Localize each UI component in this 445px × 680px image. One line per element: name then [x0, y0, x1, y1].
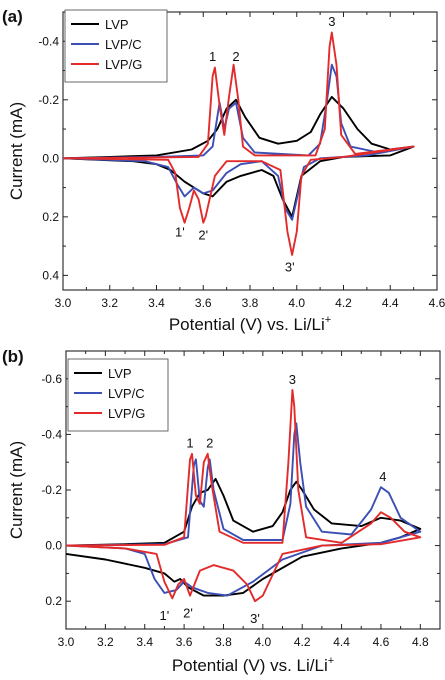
y-tick-label: -0.4: [41, 427, 62, 441]
y-tick-label: -0.2: [41, 483, 62, 497]
peak-label: 3: [328, 14, 335, 29]
series-group: [66, 388, 422, 603]
x-tick-label: 3.6: [195, 296, 212, 310]
series-line-lvp: [66, 477, 422, 597]
panel-label: (b): [2, 347, 24, 366]
x-tick-label: 3.4: [136, 635, 153, 649]
x-tick-label: 4.4: [382, 296, 399, 310]
peak-label: 4: [379, 469, 386, 484]
y-axis-label: Current (mA): [7, 102, 26, 200]
y-tick-label: 0.2: [45, 594, 62, 608]
legend-label: LVP/C: [105, 37, 142, 52]
x-tick-label: 4.2: [294, 635, 311, 649]
legend-box: [64, 9, 168, 83]
peak-label: 2: [232, 49, 239, 64]
x-axis-label: Potential (V) vs. Li/Li+: [169, 314, 331, 334]
peak-label: 1': [160, 608, 170, 623]
legend-label: LVP: [105, 17, 129, 32]
peak-label: 1: [209, 49, 216, 64]
series-line-lvp-c: [66, 422, 422, 597]
x-tick-label: 4.0: [254, 635, 271, 649]
x-tick-label: 3.6: [176, 635, 193, 649]
x-tick-label: 4.2: [335, 296, 352, 310]
peak-label: 1: [186, 436, 193, 451]
x-tick-label: 4.6: [373, 635, 390, 649]
peak-label: 2: [206, 436, 213, 451]
y-tick-label: 0.0: [42, 151, 59, 165]
x-axis-label: Potential (V) vs. Li/Li+: [172, 655, 334, 675]
x-tick-label: 3.4: [148, 296, 165, 310]
panel-label: (a): [2, 7, 23, 26]
y-tick-label: 0.4: [42, 268, 59, 282]
x-tick-label: 4.8: [412, 635, 429, 649]
legend-label: LVP/C: [108, 386, 145, 401]
peak-label: 2': [183, 605, 193, 620]
chart-panel-b: (b) 3.0 3.2 3.4 3.6 3.8 4.0 4.2 4.4 4.6 4.8 -0.6 -0.…: [2, 347, 441, 675]
y-tick-label: 0.0: [45, 539, 62, 553]
x-tick-label: 3.8: [242, 296, 259, 310]
peak-label: 3: [289, 372, 296, 387]
x-tick-label: 3.2: [97, 635, 114, 649]
series-line-lvp-g: [63, 31, 415, 256]
chart-panel-a: (a) 3.0 3.2 3.4 3.6 3.8 4.0 4.2 4.4 4.6 -0.4 -0.2 0.…: [2, 7, 445, 334]
x-axis-label-sup: +: [325, 314, 331, 326]
x-tick-label: 4.4: [333, 635, 350, 649]
x-tick-label: 3.8: [215, 635, 232, 649]
x-tick-label: 4.6: [429, 296, 445, 310]
x-tick-label: 3.2: [101, 296, 118, 310]
y-tick-label: -0.6: [41, 372, 62, 386]
x-tick-label: 4.0: [288, 296, 305, 310]
y-tick-label: -0.4: [38, 34, 59, 48]
series-group: [63, 31, 415, 256]
x-tick-label: 3.0: [58, 635, 75, 649]
legend-box: [67, 358, 169, 432]
series-line-lvp-g: [66, 388, 422, 603]
legend-label: LVP/G: [108, 406, 145, 421]
peak-label: 1': [175, 224, 185, 239]
legend-label: LVP: [108, 366, 132, 381]
x-tick-label: 3.0: [55, 296, 72, 310]
y-axis-label: Current (mA): [7, 441, 26, 539]
y-tick-label: -0.2: [38, 93, 59, 107]
legend-label: LVP/G: [105, 57, 142, 72]
peak-label: 2': [198, 227, 208, 242]
peak-label: 3': [250, 611, 260, 626]
peak-label: 3': [285, 260, 295, 275]
x-axis-label-sup: +: [328, 655, 334, 667]
y-tick-label: 0.2: [42, 210, 59, 224]
series-line-lvp-c: [63, 63, 415, 221]
